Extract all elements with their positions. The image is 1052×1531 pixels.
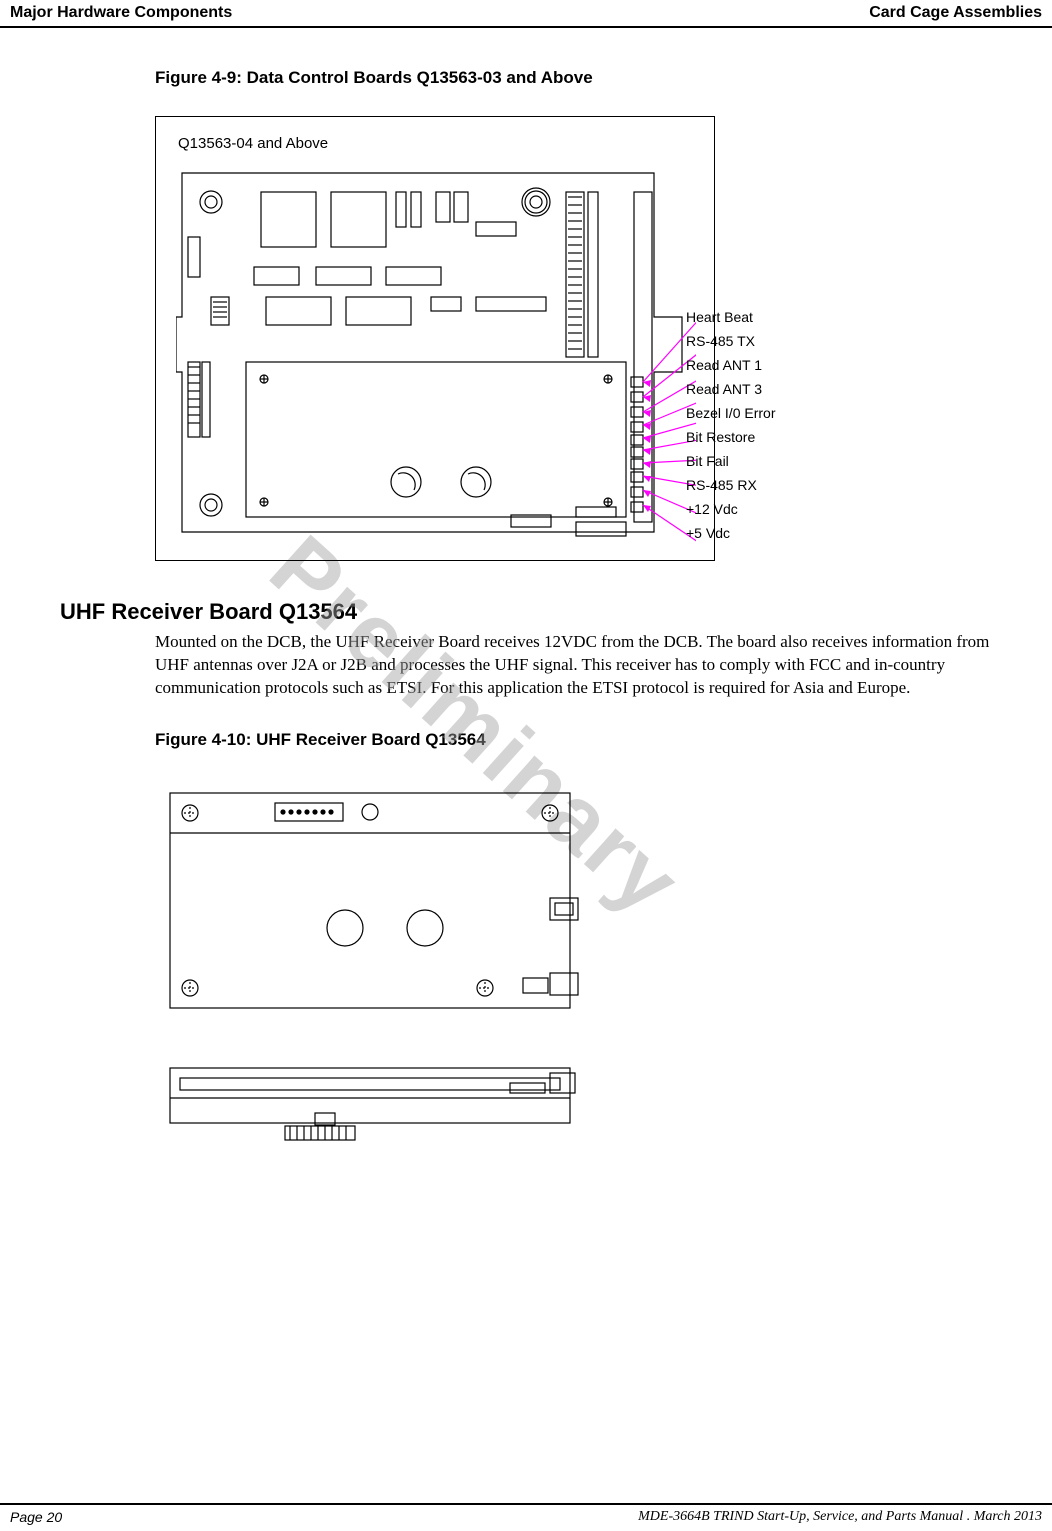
figure-1-title: Figure 4-9: Data Control Boards Q13563-0… xyxy=(155,68,992,88)
page-header: Major Hardware Components Card Cage Asse… xyxy=(0,0,1052,28)
callout-heartbeat: Heart Beat xyxy=(686,307,775,328)
callout-5vdc: +5 Vdc xyxy=(686,523,775,544)
section-body: Mounted on the DCB, the UHF Receiver Boa… xyxy=(155,631,992,700)
section-heading: UHF Receiver Board Q13564 xyxy=(60,599,992,625)
callout-bezelio: Bezel I/0 Error xyxy=(686,403,775,424)
callout-12vdc: +12 Vdc xyxy=(686,499,775,520)
figure-2-title: Figure 4-10: UHF Receiver Board Q13564 xyxy=(155,730,992,750)
footer-page: Page 20 xyxy=(10,1509,62,1525)
page-footer: Page 20 MDE-3664B TRIND Start-Up, Servic… xyxy=(0,1503,1052,1525)
pcb-diagram xyxy=(176,167,696,545)
header-left: Major Hardware Components xyxy=(10,4,232,22)
callout-bitrestore: Bit Restore xyxy=(686,427,775,448)
callout-rs485tx: RS-485 TX xyxy=(686,331,775,352)
callout-readant3: Read ANT 3 xyxy=(686,379,775,400)
footer-doc: MDE-3664B TRIND Start-Up, Service, and P… xyxy=(638,1509,1042,1525)
callout-readant1: Read ANT 1 xyxy=(686,355,775,376)
content-area: Figure 4-9: Data Control Boards Q13563-0… xyxy=(0,28,1052,1158)
callout-rs485rx: RS-485 RX xyxy=(686,475,775,496)
header-right: Card Cage Assemblies xyxy=(869,4,1042,22)
led-callouts: Heart Beat RS-485 TX Read ANT 1 Read ANT… xyxy=(686,307,775,547)
figure-2-box xyxy=(155,778,585,1158)
uhf-board-diagram xyxy=(155,778,585,1158)
figure-1-box: Q13563-04 and Above xyxy=(155,116,715,561)
callout-bitfail: Bit Fail xyxy=(686,451,775,472)
board-label: Q13563-04 and Above xyxy=(178,135,328,152)
